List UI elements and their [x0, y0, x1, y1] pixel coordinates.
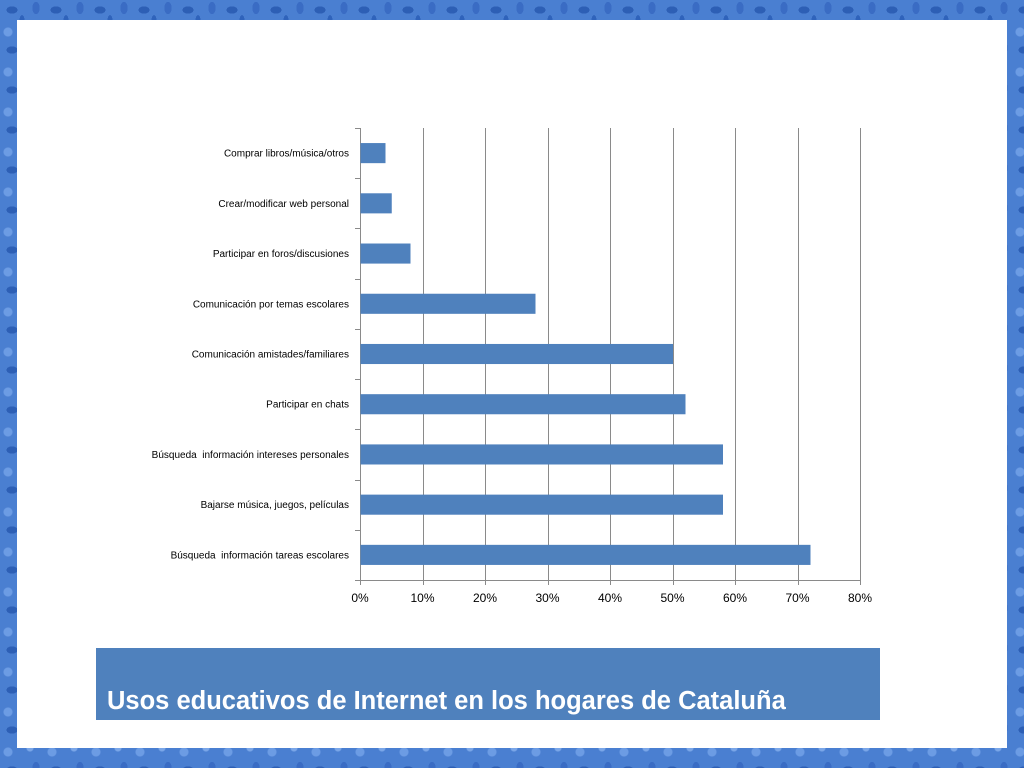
x-tick-label: 30% [535, 591, 559, 605]
bar [360, 343, 673, 365]
bar [360, 143, 386, 164]
category-label: Crear/modificar web personal [218, 199, 349, 210]
x-tick-label: 50% [660, 591, 684, 605]
bar-chart: 0% 10% 20% 30% 40% 50% 60% 70% 80% Comprar libros… [152, 128, 872, 605]
title-banner: Usos educativos de Internet en los hogar… [96, 648, 880, 720]
x-tick-label: 20% [473, 591, 497, 605]
x-tick-label: 0% [351, 591, 369, 605]
x-tick-label: 10% [410, 591, 434, 605]
bar [360, 193, 392, 214]
category-label: Comunicación por temas escolares [193, 299, 349, 310]
x-tick-label: 70% [785, 591, 809, 605]
bar [360, 544, 811, 565]
bar [360, 394, 686, 415]
bar [360, 293, 536, 314]
bar [360, 494, 723, 515]
category-label: Búsqueda información tareas escolares [171, 550, 349, 561]
category-label: Participar en chats [266, 400, 349, 411]
x-tick-label: 80% [848, 591, 872, 605]
x-tick-label: 40% [598, 591, 622, 605]
bar [360, 243, 411, 264]
category-label: Comprar libros/música/otros [224, 149, 349, 160]
category-label: Comunicación amistades/familiares [192, 350, 349, 361]
content-panel [17, 20, 1007, 748]
category-label: Bajarse música, juegos, películas [201, 500, 349, 511]
category-label: Búsqueda información intereses personale… [152, 450, 349, 461]
category-label: Participar en foros/discusiones [213, 249, 349, 260]
x-tick-label: 60% [723, 591, 747, 605]
bar [360, 444, 723, 465]
slide-title: Usos educativos de Internet en los hogar… [107, 687, 786, 715]
